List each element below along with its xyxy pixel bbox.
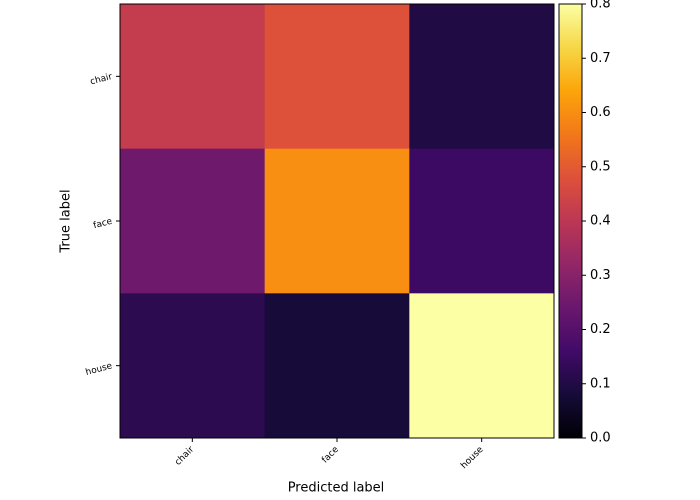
colorbar-tick-label: 0.8 (590, 0, 611, 12)
x-tick-label: chair (173, 445, 196, 468)
colorbar-tick-label: 0.2 (590, 322, 611, 337)
heatmap-cell (264, 4, 410, 150)
heatmap-cell (120, 293, 266, 439)
colorbar-tick-label: 0.1 (590, 376, 611, 391)
y-tick-label: house (85, 361, 114, 378)
colorbar-tick-label: 0.6 (590, 105, 611, 120)
colorbar (558, 3, 583, 439)
y-tick-label: face (92, 217, 114, 232)
heatmap-cell (409, 293, 555, 439)
colorbar-tick-label: 0.5 (590, 159, 611, 174)
colorbar-tick-label: 0.3 (590, 268, 611, 283)
heatmap-cell (120, 148, 266, 294)
heatmap-cell (264, 148, 410, 294)
colorbar-tick-label: 0.7 (590, 51, 611, 66)
heatmap-cell (409, 148, 555, 294)
colorbar-tick-label: 0.4 (590, 214, 611, 229)
y-tick-label: chair (89, 72, 113, 88)
heatmap-cell (409, 4, 555, 150)
x-tick-label: face (320, 444, 341, 465)
heatmap-cell (264, 293, 410, 439)
colorbar-tick-label: 0.0 (590, 431, 611, 446)
y-axis-label: True label (59, 189, 74, 253)
x-tick-label: house (459, 444, 486, 471)
heatmap-cell (120, 4, 266, 150)
x-axis-label: Predicted label (288, 481, 385, 496)
